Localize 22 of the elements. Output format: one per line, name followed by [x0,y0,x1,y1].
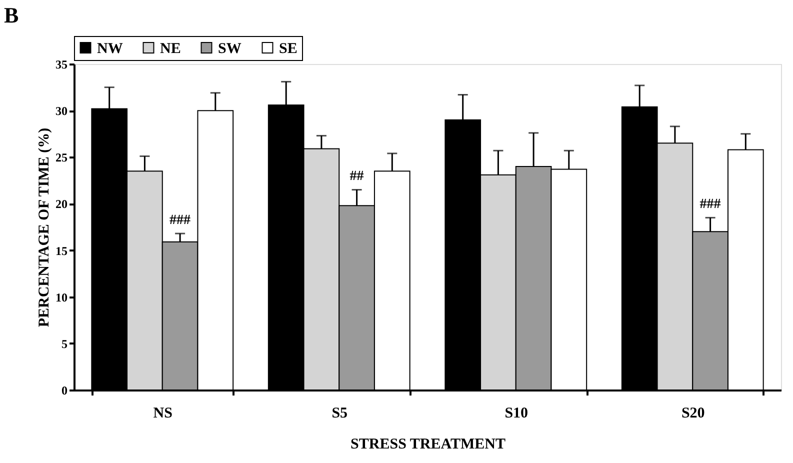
legend-label: NW [97,40,123,57]
x-tick-label: S20 [681,406,705,422]
y-tick-label: 5 [62,336,68,351]
y-tick-label: 0 [62,384,68,398]
y-tick-label: 20 [56,197,68,212]
y-tick-label: 35 [56,58,68,72]
y-tick-label: 15 [56,244,68,258]
annotation: ## [350,169,364,184]
legend-label: NE [160,40,181,57]
y-tick-label: 10 [56,290,68,304]
annotation: ### [170,213,191,228]
x-axis-title: STRESS TREATMENT [350,436,506,452]
y-tick-label: 30 [56,104,68,118]
x-tick-label: S10 [504,406,528,422]
legend-label: SW [218,40,242,57]
x-tick-label: NS [153,406,172,422]
legend-label: SE [279,40,298,57]
x-tick-label: S5 [332,406,348,422]
annotation: ### [700,197,721,212]
y-axis-title: PERCENTAGE OF TIME (%) [36,128,52,328]
chart-title: B [4,2,19,28]
y-tick-label: 25 [56,150,68,165]
